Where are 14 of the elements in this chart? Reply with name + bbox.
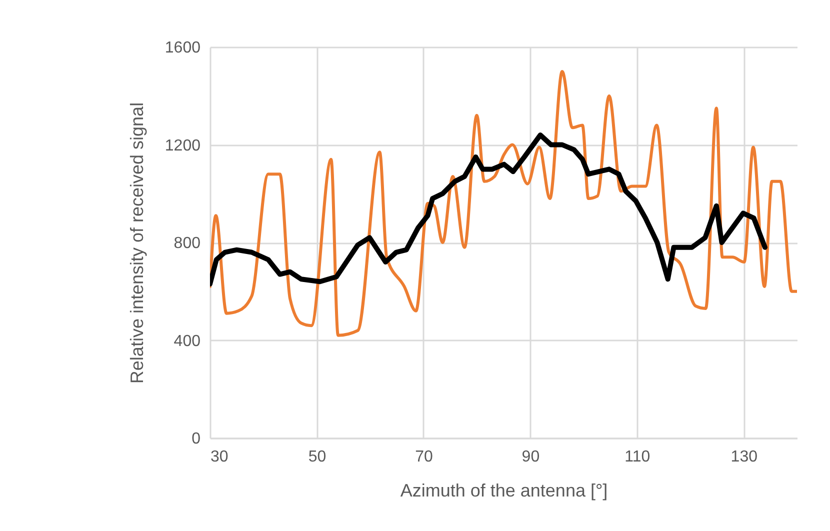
y-axis-title: Relative intensity of received signal (126, 102, 147, 384)
y-tick-label: 800 (174, 235, 201, 252)
y-tick-label: 1200 (164, 137, 201, 154)
x-tick-label: 110 (624, 448, 650, 466)
x-tick-label: 50 (308, 448, 326, 466)
x-tick-label: 30 (210, 448, 228, 466)
y-tick-label: 1600 (164, 40, 201, 56)
line-series (210, 70, 797, 337)
x-tick-label: 70 (415, 448, 433, 466)
y-tick-label: 400 (174, 332, 201, 350)
y-tick-label: 0 (192, 430, 201, 448)
x-tick-label: 130 (730, 448, 758, 466)
x-tick-label: 90 (522, 448, 540, 466)
x-axis-title: Azimuth of the antenna [°] (400, 480, 608, 500)
